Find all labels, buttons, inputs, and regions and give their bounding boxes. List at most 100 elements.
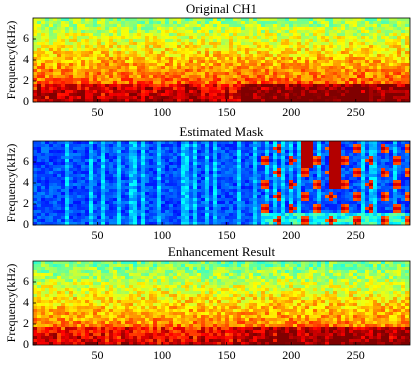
spectrogram-cell — [185, 18, 189, 21]
spectrogram-cell — [33, 36, 37, 39]
spectrogram-cell — [185, 177, 189, 180]
spectrogram-cell — [137, 219, 141, 222]
spectrogram-cell — [105, 207, 109, 210]
spectrogram-cell — [161, 69, 165, 72]
spectrogram-cell — [73, 153, 77, 156]
spectrogram-cell — [213, 183, 217, 186]
spectrogram-cell — [209, 78, 213, 81]
spectrogram-cell — [325, 165, 329, 168]
spectrogram-cell — [173, 174, 177, 177]
spectrogram-cell — [161, 174, 165, 177]
spectrogram-cell — [241, 45, 245, 48]
spectrogram-cell — [329, 174, 333, 177]
spectrogram-cell — [241, 174, 245, 177]
spectrogram-cell — [185, 54, 189, 57]
spectrogram-cell — [277, 213, 281, 216]
spectrogram-cell — [117, 168, 121, 171]
spectrogram-cell — [269, 18, 273, 21]
spectrogram-cell — [181, 144, 185, 147]
spectrogram-cell — [341, 198, 345, 201]
spectrogram-cell — [221, 210, 225, 213]
spectrogram-cell — [137, 201, 141, 204]
spectrogram-cell — [297, 66, 301, 69]
spectrogram-cell — [209, 165, 213, 168]
spectrogram-cell — [41, 66, 45, 69]
spectrogram-cell — [301, 156, 305, 159]
spectrogram-cell — [101, 159, 105, 162]
spectrogram-cell — [121, 144, 125, 147]
spectrogram-cell — [65, 192, 69, 195]
spectrogram-cell — [253, 165, 257, 168]
spectrogram-cell — [289, 21, 293, 24]
spectrogram-cell — [305, 99, 309, 102]
spectrogram-cell — [397, 39, 401, 42]
spectrogram-cell — [129, 60, 133, 63]
spectrogram-cell — [81, 153, 85, 156]
spectrogram-cell — [45, 39, 49, 42]
spectrogram-cell — [113, 99, 117, 102]
spectrogram-cell — [189, 69, 193, 72]
spectrogram-cell — [49, 75, 53, 78]
spectrogram-cell — [49, 174, 53, 177]
spectrogram-cell — [89, 51, 93, 54]
spectrogram-cell — [81, 18, 85, 21]
spectrogram-cell — [189, 204, 193, 207]
spectrogram-cell — [245, 36, 249, 39]
spectrogram-cell — [309, 192, 313, 195]
spectrogram-cell — [241, 171, 245, 174]
spectrogram-cell — [41, 30, 45, 33]
spectrogram-cell — [329, 189, 333, 192]
spectrogram-cell — [113, 210, 117, 213]
spectrogram-cell — [337, 66, 341, 69]
spectrogram-cell — [217, 72, 221, 75]
spectrogram-cell — [301, 174, 305, 177]
spectrogram-cell — [309, 171, 313, 174]
spectrogram-cell — [101, 42, 105, 45]
spectrogram-cell — [253, 51, 257, 54]
spectrogram-cell — [285, 30, 289, 33]
spectrogram-cell — [237, 144, 241, 147]
spectrogram-cell — [353, 90, 357, 93]
spectrogram-cell — [221, 18, 225, 21]
spectrogram-cell — [281, 213, 285, 216]
spectrogram-cell — [133, 177, 137, 180]
spectrogram-cell — [217, 192, 221, 195]
spectrogram-cell — [325, 66, 329, 69]
spectrogram-cell — [249, 192, 253, 195]
spectrogram-cell — [257, 78, 261, 81]
spectrogram-cell — [301, 216, 305, 219]
spectrogram-cell — [89, 207, 93, 210]
spectrogram-cell — [77, 45, 81, 48]
spectrogram-cell — [221, 150, 225, 153]
spectrogram-cell — [345, 189, 349, 192]
spectrogram-cell — [321, 168, 325, 171]
spectrogram-cell — [157, 156, 161, 159]
spectrogram-cell — [53, 150, 57, 153]
spectrogram-cell — [169, 213, 173, 216]
spectrogram-cell — [181, 150, 185, 153]
spectrogram-cell — [405, 78, 409, 81]
spectrogram-cell — [277, 150, 281, 153]
spectrogram-cell — [85, 183, 89, 186]
spectrogram-cell — [141, 87, 145, 90]
spectrogram-cell — [277, 93, 281, 96]
spectrogram-cell — [73, 78, 77, 81]
spectrogram-cell — [65, 36, 69, 39]
spectrogram-cell — [141, 153, 145, 156]
spectrogram-cell — [381, 66, 385, 69]
spectrogram-cell — [77, 42, 81, 45]
spectrogram-cell — [129, 42, 133, 45]
spectrogram-cell — [341, 60, 345, 63]
spectrogram-cell — [337, 180, 341, 183]
spectrogram-cell — [297, 69, 301, 72]
spectrogram-cell — [293, 72, 297, 75]
spectrogram-cell — [273, 165, 277, 168]
spectrogram-cell — [113, 81, 117, 84]
spectrogram-cell — [161, 183, 165, 186]
spectrogram-cell — [305, 165, 309, 168]
spectrogram-cell — [253, 213, 257, 216]
spectrogram-cell — [381, 93, 385, 96]
spectrogram-cell — [165, 156, 169, 159]
spectrogram-cell — [81, 39, 85, 42]
spectrogram-cell — [81, 150, 85, 153]
